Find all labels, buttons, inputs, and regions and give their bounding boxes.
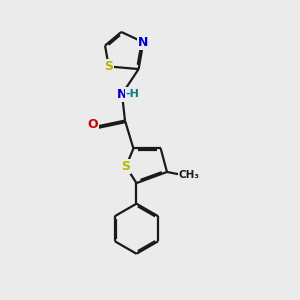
Text: S: S (122, 160, 130, 173)
Text: CH₃: CH₃ (178, 170, 200, 180)
Text: N: N (117, 88, 127, 100)
Text: -H: -H (125, 89, 139, 99)
Text: O: O (87, 118, 98, 131)
Text: S: S (104, 60, 113, 73)
Text: N: N (138, 36, 148, 49)
